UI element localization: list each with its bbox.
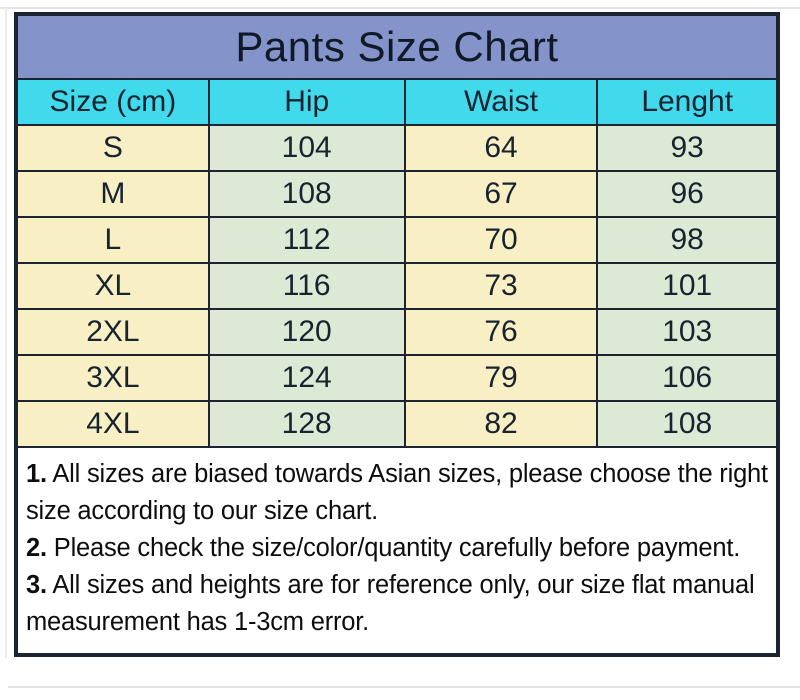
cell-waist: 70 (403, 216, 599, 264)
cell-hip: 128 (207, 400, 406, 448)
col-header-waist: Waist (403, 78, 599, 126)
cell-size: M (15, 170, 210, 218)
photo-edge-top (0, 7, 800, 9)
cell-waist: 67 (403, 170, 599, 218)
cell-lenght: 96 (596, 170, 779, 218)
chart-title: Pants Size Chart (15, 13, 779, 80)
pants-size-chart-table: Pants Size Chart Size (cm) Hip Waist Len… (14, 12, 780, 657)
cell-hip: 120 (207, 308, 406, 356)
table-row-3xl: 3XL 124 79 106 (15, 354, 779, 402)
cell-waist: 64 (403, 124, 599, 172)
cell-hip: 104 (207, 124, 406, 172)
note-1-number: 1. (26, 460, 47, 488)
cell-size: 2XL (15, 308, 210, 356)
cell-lenght: 93 (596, 124, 779, 172)
note-2-text: Please check the size/color/quantity car… (53, 534, 741, 562)
notes-section: 1. All sizes are biased towards Asian si… (15, 446, 779, 656)
cell-hip: 116 (207, 262, 406, 310)
note-3-number: 3. (26, 571, 47, 599)
cell-hip: 112 (207, 216, 406, 264)
table-row-4xl: 4XL 128 82 108 (15, 400, 779, 448)
note-2-number: 2. (26, 534, 47, 562)
table-row-m: M 108 67 96 (15, 170, 779, 218)
col-header-size: Size (cm) (15, 78, 210, 126)
cell-lenght: 108 (596, 400, 779, 448)
cell-lenght: 101 (596, 262, 779, 310)
note-1-text: All sizes are biased towards Asian sizes… (26, 460, 768, 525)
col-header-lenght: Lenght (596, 78, 779, 126)
note-3: 3. All sizes and heights are for referen… (26, 567, 768, 641)
photo-edge-bottom (8, 686, 800, 688)
note-1: 1. All sizes are biased towards Asian si… (26, 456, 768, 530)
table-row-2xl: 2XL 120 76 103 (15, 308, 779, 356)
cell-hip: 108 (207, 170, 406, 218)
table-row-l: L 112 70 98 (15, 216, 779, 264)
col-header-hip: Hip (207, 78, 406, 126)
title-row: Pants Size Chart (15, 13, 779, 80)
cell-size: 3XL (15, 354, 210, 402)
table-row-s: S 104 64 93 (15, 124, 779, 172)
note-2: 2. Please check the size/color/quantity … (26, 530, 768, 567)
cell-size: L (15, 216, 210, 264)
cell-hip: 124 (207, 354, 406, 402)
table-row-xl: XL 116 73 101 (15, 262, 779, 310)
cell-waist: 79 (403, 354, 599, 402)
cell-lenght: 98 (596, 216, 779, 264)
cell-lenght: 106 (596, 354, 779, 402)
cell-size: S (15, 124, 210, 172)
cell-size: XL (15, 262, 210, 310)
header-row: Size (cm) Hip Waist Lenght (15, 78, 779, 126)
cell-size: 4XL (15, 400, 210, 448)
cell-waist: 82 (403, 400, 599, 448)
note-3-text: All sizes and heights are for reference … (26, 571, 755, 636)
cell-waist: 76 (403, 308, 599, 356)
cell-lenght: 103 (596, 308, 779, 356)
cell-waist: 73 (403, 262, 599, 310)
notes-row: 1. All sizes are biased towards Asian si… (15, 446, 779, 656)
photo-edge-left (5, 8, 7, 658)
